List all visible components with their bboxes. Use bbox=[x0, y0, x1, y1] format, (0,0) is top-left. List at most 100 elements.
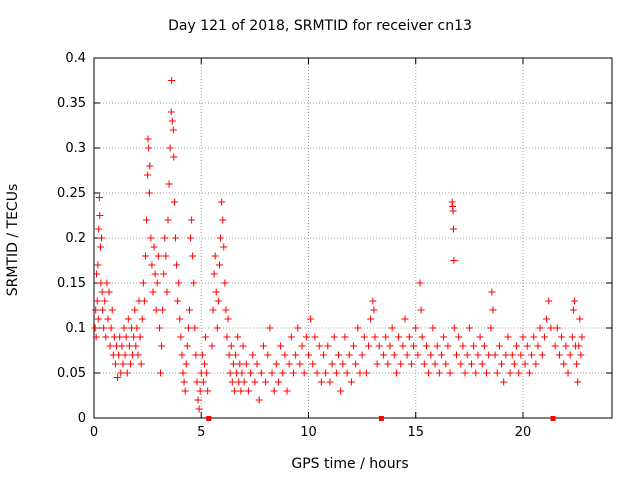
data-point bbox=[210, 270, 218, 278]
data-point bbox=[117, 369, 125, 377]
data-point bbox=[401, 315, 409, 323]
data-point bbox=[154, 252, 162, 260]
data-point bbox=[225, 351, 233, 359]
data-point bbox=[270, 387, 278, 395]
data-point bbox=[169, 126, 177, 134]
data-point bbox=[558, 333, 566, 341]
data-point bbox=[281, 351, 289, 359]
data-point bbox=[200, 360, 208, 368]
data-point bbox=[145, 144, 153, 152]
data-point bbox=[294, 324, 302, 332]
data-point bbox=[354, 324, 362, 332]
data-point bbox=[341, 333, 349, 341]
data-point bbox=[94, 315, 102, 323]
data-point bbox=[244, 387, 252, 395]
data-point bbox=[195, 405, 203, 413]
data-point bbox=[578, 333, 586, 341]
data-point bbox=[358, 351, 366, 359]
data-point bbox=[180, 378, 188, 386]
data-point bbox=[131, 306, 139, 314]
data-point bbox=[100, 324, 108, 332]
data-point bbox=[204, 387, 212, 395]
x-tick-label: 5 bbox=[197, 425, 205, 440]
data-point bbox=[335, 351, 343, 359]
data-point bbox=[170, 153, 178, 161]
data-point bbox=[564, 369, 572, 377]
data-point bbox=[192, 351, 200, 359]
data-point bbox=[370, 306, 378, 314]
data-point bbox=[429, 324, 437, 332]
data-point bbox=[367, 315, 375, 323]
data-point bbox=[461, 369, 469, 377]
data-point bbox=[534, 342, 542, 350]
data-point bbox=[449, 225, 457, 233]
data-point bbox=[242, 360, 250, 368]
data-point bbox=[292, 351, 300, 359]
data-point bbox=[194, 396, 202, 404]
data-point bbox=[218, 198, 226, 206]
data-point bbox=[350, 342, 358, 350]
gap-markers bbox=[206, 416, 556, 421]
data-point bbox=[525, 369, 533, 377]
data-point bbox=[101, 297, 109, 305]
data-point bbox=[435, 369, 443, 377]
data-point bbox=[455, 333, 463, 341]
data-point bbox=[506, 369, 514, 377]
data-point bbox=[153, 279, 161, 287]
data-point bbox=[222, 306, 230, 314]
data-point bbox=[237, 387, 245, 395]
data-point bbox=[114, 374, 122, 381]
data-point bbox=[202, 333, 210, 341]
data-point bbox=[219, 216, 227, 224]
data-point bbox=[165, 180, 173, 188]
data-point bbox=[416, 279, 424, 287]
data-point bbox=[532, 360, 540, 368]
gridlines bbox=[94, 58, 612, 418]
y-tick-label: 0.25 bbox=[57, 186, 86, 201]
data-point bbox=[126, 360, 134, 368]
data-point bbox=[98, 234, 106, 242]
data-point bbox=[324, 342, 332, 350]
data-point bbox=[382, 333, 390, 341]
data-point bbox=[569, 306, 577, 314]
chart-title: Day 121 of 2018, SRMTID for receiver cn1… bbox=[168, 18, 472, 34]
data-point bbox=[300, 369, 308, 377]
data-point bbox=[181, 387, 189, 395]
data-point bbox=[545, 297, 553, 305]
data-point bbox=[230, 387, 238, 395]
data-point bbox=[152, 306, 160, 314]
y-tick-label: 0.05 bbox=[57, 366, 86, 381]
data-point bbox=[480, 342, 488, 350]
data-point bbox=[446, 369, 454, 377]
data-point bbox=[190, 279, 198, 287]
data-point bbox=[193, 378, 201, 386]
data-point bbox=[145, 189, 153, 197]
data-point bbox=[257, 369, 265, 377]
data-point bbox=[465, 324, 473, 332]
data-point bbox=[274, 378, 282, 386]
data-point bbox=[540, 333, 548, 341]
data-point bbox=[140, 297, 148, 305]
data-point bbox=[264, 351, 272, 359]
data-point bbox=[266, 324, 274, 332]
data-point bbox=[317, 378, 325, 386]
data-point bbox=[483, 369, 491, 377]
data-point bbox=[220, 243, 228, 251]
data-point bbox=[147, 234, 155, 242]
data-point bbox=[395, 333, 403, 341]
data-point bbox=[311, 333, 319, 341]
data-point bbox=[104, 315, 112, 323]
data-point bbox=[136, 333, 144, 341]
data-point bbox=[450, 257, 458, 264]
gap-marker bbox=[550, 416, 556, 421]
data-point bbox=[425, 369, 433, 377]
data-point bbox=[410, 342, 418, 350]
data-point bbox=[330, 333, 338, 341]
data-point bbox=[229, 360, 237, 368]
data-point bbox=[176, 315, 184, 323]
data-point bbox=[459, 342, 467, 350]
data-point bbox=[576, 315, 584, 323]
data-point bbox=[96, 212, 104, 219]
x-tick-label: 0 bbox=[90, 425, 98, 440]
data-point bbox=[162, 252, 170, 260]
